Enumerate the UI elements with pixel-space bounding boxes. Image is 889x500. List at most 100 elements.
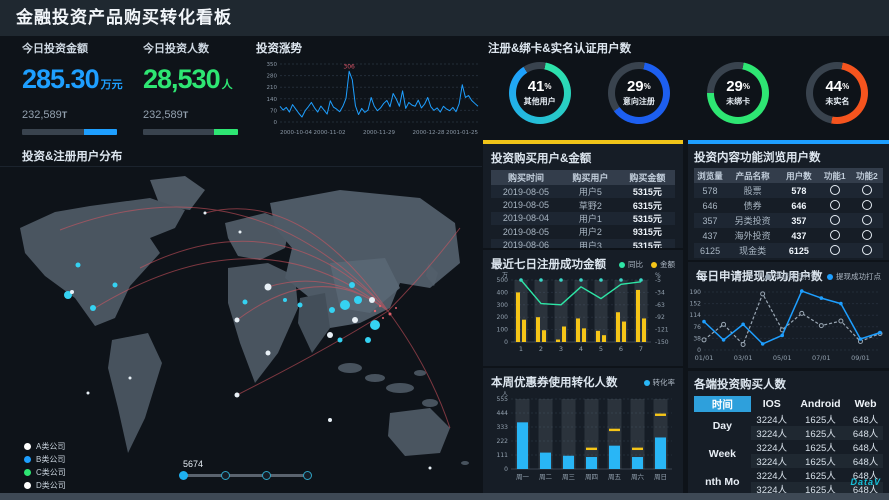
legend-item[interactable]: 提现成功打点 bbox=[827, 271, 881, 282]
svg-text:3: 3 bbox=[559, 345, 563, 353]
svg-text:-5: -5 bbox=[655, 277, 661, 284]
purchase-table: 购买时间 购买用户 购买金额 2019-08-05 用户5 5315元 2019-08-05… bbox=[491, 170, 675, 248]
slider-value: 5674 bbox=[183, 459, 204, 469]
svg-text:5: 5 bbox=[599, 345, 603, 353]
column-header: 购买金额 bbox=[629, 173, 666, 183]
row-group-label: nth Mo bbox=[705, 476, 740, 488]
legend-item[interactable]: 转化率 bbox=[643, 377, 676, 388]
browse-title: 投资内容功能浏览用户数 bbox=[694, 152, 821, 164]
seven-day-title: 最近七日注册成功金额 bbox=[491, 259, 606, 271]
svg-text:38: 38 bbox=[693, 335, 701, 342]
function-toggle-icon[interactable] bbox=[861, 244, 872, 255]
function-toggle-icon[interactable] bbox=[829, 214, 840, 225]
svg-text:%: % bbox=[655, 272, 661, 279]
slider-stop[interactable] bbox=[221, 471, 230, 480]
svg-text:2000-11-29: 2000-11-29 bbox=[363, 130, 395, 136]
function-toggle-icon[interactable] bbox=[861, 184, 872, 195]
row-group-label: Day bbox=[712, 420, 732, 432]
legend-label: 转化率 bbox=[652, 378, 676, 387]
withdraw-chart: 0 38 76 114 152 190 01/01 03/01 05/01 07/01 09/01 bbox=[690, 289, 883, 362]
column-header: Web bbox=[854, 398, 877, 410]
seven-day-panel: 最近七日注册成功金额 同比 金额 0 100 200 300 400 500 万 -5 -34 -6… bbox=[483, 250, 683, 366]
donut-value: 44% bbox=[825, 77, 850, 95]
function-toggle-icon[interactable] bbox=[829, 229, 840, 240]
table-cell: 另类投资 bbox=[734, 216, 771, 226]
function-toggle-icon[interactable] bbox=[829, 199, 840, 210]
legend-item[interactable]: 同比 bbox=[619, 259, 643, 270]
table-cell: 578 bbox=[791, 185, 807, 196]
table-cell: 1625人 bbox=[805, 415, 836, 426]
stat-invest-people: 今日投资人数 28,530 人 232,589T bbox=[143, 40, 261, 135]
svg-text:4: 4 bbox=[579, 345, 583, 353]
map-legend-item[interactable]: D类公司 bbox=[24, 479, 66, 492]
svg-text:300: 300 bbox=[497, 302, 509, 309]
donut-center: 41% 其他用户 bbox=[515, 69, 564, 117]
svg-text:444: 444 bbox=[497, 410, 509, 417]
column-header: 浏览量 bbox=[697, 170, 723, 181]
progress-bar-people bbox=[143, 129, 238, 135]
table-cell: 6125 bbox=[788, 245, 809, 256]
svg-text:-63: -63 bbox=[655, 302, 665, 309]
table-row: 2019-08-06 用户3 5315元 bbox=[491, 238, 675, 248]
svg-text:333: 333 bbox=[497, 424, 509, 431]
function-toggle-icon[interactable] bbox=[861, 199, 872, 210]
donut-gauge: 41% 其他用户 bbox=[508, 62, 571, 124]
table-row: 2019-08-05 用户5 5315元 bbox=[491, 185, 675, 199]
svg-text:400: 400 bbox=[497, 289, 509, 296]
slider-handle[interactable] bbox=[179, 471, 188, 480]
donut-panel: 注册&绑卡&实名认证用户数 41% 其他用户 29% 意向注册 29% 未绑卡 44% 未实名 bbox=[488, 40, 889, 140]
coupon-panel: 本周优惠券使用转化人数 转化率 0 111 222 333 444 555 人周一 周二 周三 周… bbox=[483, 368, 683, 493]
map-legend-item[interactable]: A类公司 bbox=[24, 440, 66, 453]
legend-label: 同比 bbox=[628, 260, 643, 269]
table-cell: 648人 bbox=[852, 443, 879, 454]
function-toggle-icon[interactable] bbox=[829, 259, 840, 260]
slider-track[interactable] bbox=[179, 471, 312, 480]
table-cell: 6125 bbox=[700, 245, 721, 256]
svg-text:人: 人 bbox=[502, 391, 508, 398]
svg-text:280: 280 bbox=[267, 74, 278, 80]
legend-label: D类公司 bbox=[36, 481, 66, 490]
table-cell: 2019-08-05 bbox=[502, 226, 549, 237]
stat-label: 今日投资金额 bbox=[22, 43, 88, 55]
purchase-panel: 投资购买用户&金额 购买时间 购买用户 购买金额 2019-08-05 用户5 5315元… bbox=[483, 140, 683, 248]
table-cell: 437 bbox=[702, 230, 718, 241]
svg-text:350: 350 bbox=[267, 62, 278, 68]
slider-stop[interactable] bbox=[262, 471, 271, 480]
column-header: 产品名称 bbox=[735, 170, 770, 181]
donut-value: 29% bbox=[626, 77, 651, 95]
svg-text:0: 0 bbox=[697, 347, 701, 354]
table-cell: 1625人 bbox=[805, 443, 836, 454]
function-toggle-icon[interactable] bbox=[861, 259, 872, 260]
table-cell: 2019-08-04 bbox=[502, 213, 549, 224]
legend-item[interactable]: 申请提现打点 bbox=[765, 271, 819, 282]
legend-item[interactable]: 金额 bbox=[651, 259, 675, 270]
function-toggle-icon[interactable] bbox=[829, 244, 840, 255]
svg-text:152: 152 bbox=[690, 301, 702, 308]
table-row: Day 3224人 1625人 648人 bbox=[694, 412, 883, 432]
browse-panel: 投资内容功能浏览用户数 浏览量 产品名称 用户数 功能1 功能2 578 股票 578 646 债… bbox=[688, 140, 889, 260]
table-cell: 3224人 bbox=[750, 426, 793, 440]
function-toggle-icon[interactable] bbox=[861, 214, 872, 225]
table-cell bbox=[851, 214, 883, 227]
header-bar: 金融投资产品购买转化看板 bbox=[0, 0, 889, 36]
donut-label: 其他用户 bbox=[523, 96, 556, 106]
table-cell bbox=[819, 199, 851, 212]
legend-label: 金额 bbox=[660, 260, 675, 269]
svg-text:111: 111 bbox=[497, 452, 509, 459]
table-row: 2019-08-05 用户2 9315元 bbox=[491, 225, 675, 238]
stat-subvalue: 232,589T bbox=[22, 109, 68, 121]
stat-label: 今日投资人数 bbox=[143, 43, 209, 55]
map-legend-item[interactable]: B类公司 bbox=[24, 453, 66, 466]
table-row bbox=[694, 258, 883, 260]
slider-stop[interactable] bbox=[303, 471, 312, 480]
legend-dot bbox=[24, 469, 31, 476]
function-toggle-icon[interactable] bbox=[861, 229, 872, 240]
map-legend-item[interactable]: C类公司 bbox=[24, 466, 66, 479]
map-timeline-slider[interactable]: 5674 bbox=[179, 459, 323, 480]
table-row: nth Mo 3224人 1625人 648人 bbox=[694, 468, 883, 488]
column-header[interactable]: 时间 bbox=[694, 396, 751, 412]
table-row: 3224人 1625人 648人 bbox=[694, 426, 883, 440]
legend-dot bbox=[619, 261, 625, 268]
function-toggle-icon[interactable] bbox=[829, 184, 840, 195]
